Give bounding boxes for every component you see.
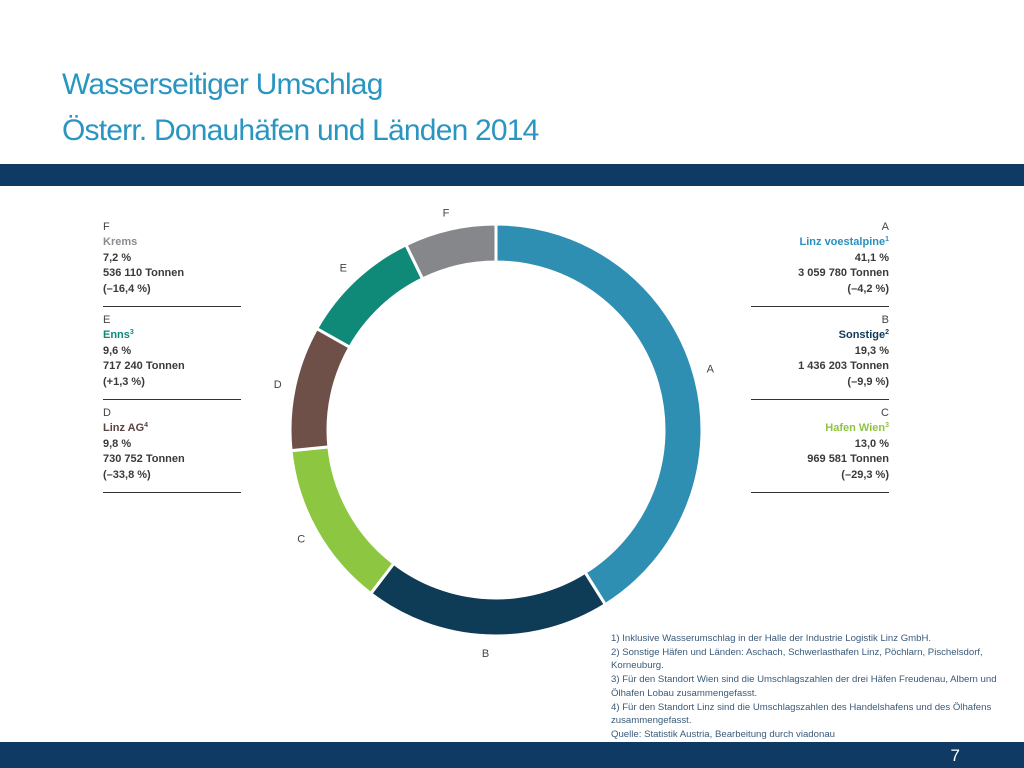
donut-slice-f xyxy=(403,222,498,281)
footnote-2: 2) Sonstige Häfen und Länden: Aschach, S… xyxy=(611,646,983,672)
info-tonnes: 730 752 Tonnen xyxy=(103,453,185,466)
info-block-c: C Hafen Wien3 13,0 % 969 581 Tonnen (–29… xyxy=(751,406,889,483)
slice-label-c: C xyxy=(297,534,305,546)
info-percent: 41,1 % xyxy=(854,251,889,264)
info-change: (–29,3 %) xyxy=(841,468,889,481)
donut-slice-b xyxy=(368,561,608,638)
info-tonnes: 969 581 Tonnen xyxy=(807,453,889,466)
slide-title-line-1: Wasserseitiger Umschlag xyxy=(62,68,383,101)
donut-slice-a xyxy=(494,222,704,607)
slice-label-e: E xyxy=(340,262,347,274)
info-block-b: B Sonstige2 19,3 % 1 436 203 Tonnen (–9,… xyxy=(751,313,889,390)
footer-band xyxy=(0,742,1024,768)
info-tonnes: 3 059 780 Tonnen xyxy=(798,267,889,280)
info-change: (–9,9 %) xyxy=(847,375,889,388)
info-percent: 19,3 % xyxy=(854,344,889,357)
info-name: Sonstige2 xyxy=(838,329,889,342)
footnotes: 1) Inklusive Wasserumschlag in der Halle… xyxy=(611,632,1016,742)
slice-label-d: D xyxy=(274,379,282,391)
info-name: Linz AG4 xyxy=(103,422,149,435)
info-change: (–33,8 %) xyxy=(103,468,151,481)
slice-label-a: A xyxy=(707,363,715,375)
info-letter: F xyxy=(103,221,110,233)
info-name: Enns3 xyxy=(103,329,134,342)
info-letter: A xyxy=(881,221,889,233)
divider-left-3 xyxy=(103,492,241,493)
info-tonnes: 1 436 203 Tonnen xyxy=(798,360,889,373)
divider-right-1 xyxy=(751,306,889,307)
footnote-4: 4) Für den Standort Linz sind die Umschl… xyxy=(611,701,992,727)
divider-left-2 xyxy=(103,399,241,400)
info-letter: E xyxy=(103,314,111,326)
info-block-a: A Linz voestalpine1 41,1 % 3 059 780 Ton… xyxy=(751,220,889,297)
info-tonnes: 717 240 Tonnen xyxy=(103,360,185,373)
info-letter: D xyxy=(103,407,111,419)
slice-label-f: F xyxy=(443,208,450,220)
info-block-f: F Krems 7,2 % 536 110 Tonnen (–16,4 %) xyxy=(103,220,241,297)
info-percent: 9,8 % xyxy=(103,437,132,450)
info-percent: 7,2 % xyxy=(103,251,132,264)
divider-right-3 xyxy=(751,492,889,493)
footnote-source: Quelle: Statistik Austria, Bearbeitung d… xyxy=(611,728,835,740)
info-name: Hafen Wien3 xyxy=(825,422,889,435)
info-letter: C xyxy=(881,407,889,419)
info-change: (–4,2 %) xyxy=(847,282,889,295)
header-band xyxy=(0,164,1024,186)
donut-slice-e xyxy=(314,242,425,350)
info-percent: 9,6 % xyxy=(103,344,132,357)
donut-slice-c xyxy=(289,445,396,596)
donut-slice-d xyxy=(288,326,352,453)
page-number: 7 xyxy=(950,746,960,765)
info-letter: B xyxy=(881,314,889,326)
divider-right-2 xyxy=(751,399,889,400)
info-change: (+1,3 %) xyxy=(103,375,145,388)
info-name: Krems xyxy=(103,236,138,249)
footnote-1: 1) Inklusive Wasserumschlag in der Halle… xyxy=(611,633,932,644)
info-percent: 13,0 % xyxy=(854,437,889,450)
info-change: (–16,4 %) xyxy=(103,282,151,295)
info-name: Linz voestalpine1 xyxy=(799,236,889,249)
footnote-3: 3) Für den Standort Wien sind die Umschl… xyxy=(611,674,997,699)
info-block-d: D Linz AG4 9,8 % 730 752 Tonnen (–33,8 %… xyxy=(103,406,241,483)
divider-left-1 xyxy=(103,306,241,307)
info-tonnes: 536 110 Tonnen xyxy=(103,267,185,280)
info-block-e: E Enns3 9,6 % 717 240 Tonnen (+1,3 %) xyxy=(103,313,241,390)
slide-title-line-2: Österr. Donauhäfen und Länden 2014 xyxy=(62,114,539,147)
slice-label-b: B xyxy=(482,648,489,660)
slide-title: Wasserseitiger Umschlag Österr. Donauhäf… xyxy=(62,62,539,154)
